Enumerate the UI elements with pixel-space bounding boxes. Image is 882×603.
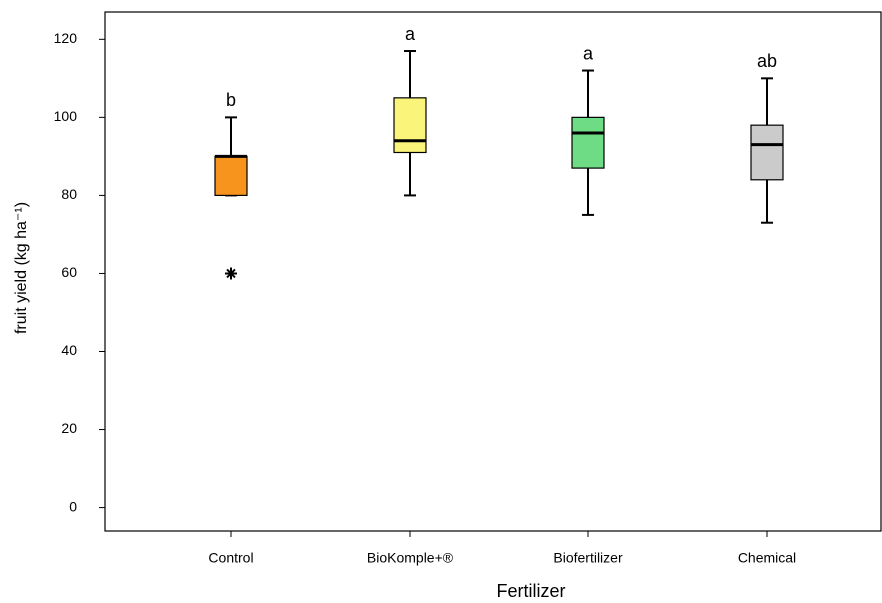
y-tick-label: 60 <box>61 264 77 280</box>
significance-letter: b <box>226 90 236 110</box>
y-tick-label: 40 <box>61 342 77 358</box>
box <box>214 155 248 197</box>
y-tick-label: 20 <box>61 420 77 436</box>
box <box>750 124 784 181</box>
box <box>571 116 605 169</box>
x-tick-label: Control <box>208 550 253 566</box>
x-tick-label: Biofertilizer <box>553 550 623 566</box>
x-tick-label: BioKomple+® <box>367 550 454 566</box>
y-tick-label: 120 <box>54 30 78 46</box>
plot-frame <box>104 11 882 532</box>
outlier <box>225 267 237 280</box>
x-axis-label: Fertilizer <box>496 581 565 601</box>
significance-letter: a <box>583 43 594 63</box>
significance-letter: a <box>405 24 416 44</box>
box <box>393 97 427 154</box>
y-tick-label: 0 <box>69 498 77 514</box>
y-tick-label: 80 <box>61 186 77 202</box>
x-tick-label: Chemical <box>738 550 796 566</box>
significance-letter: ab <box>757 51 777 71</box>
y-axis-label: fruit yield (kg ha⁻¹) <box>13 202 30 334</box>
y-tick-label: 100 <box>54 108 78 124</box>
